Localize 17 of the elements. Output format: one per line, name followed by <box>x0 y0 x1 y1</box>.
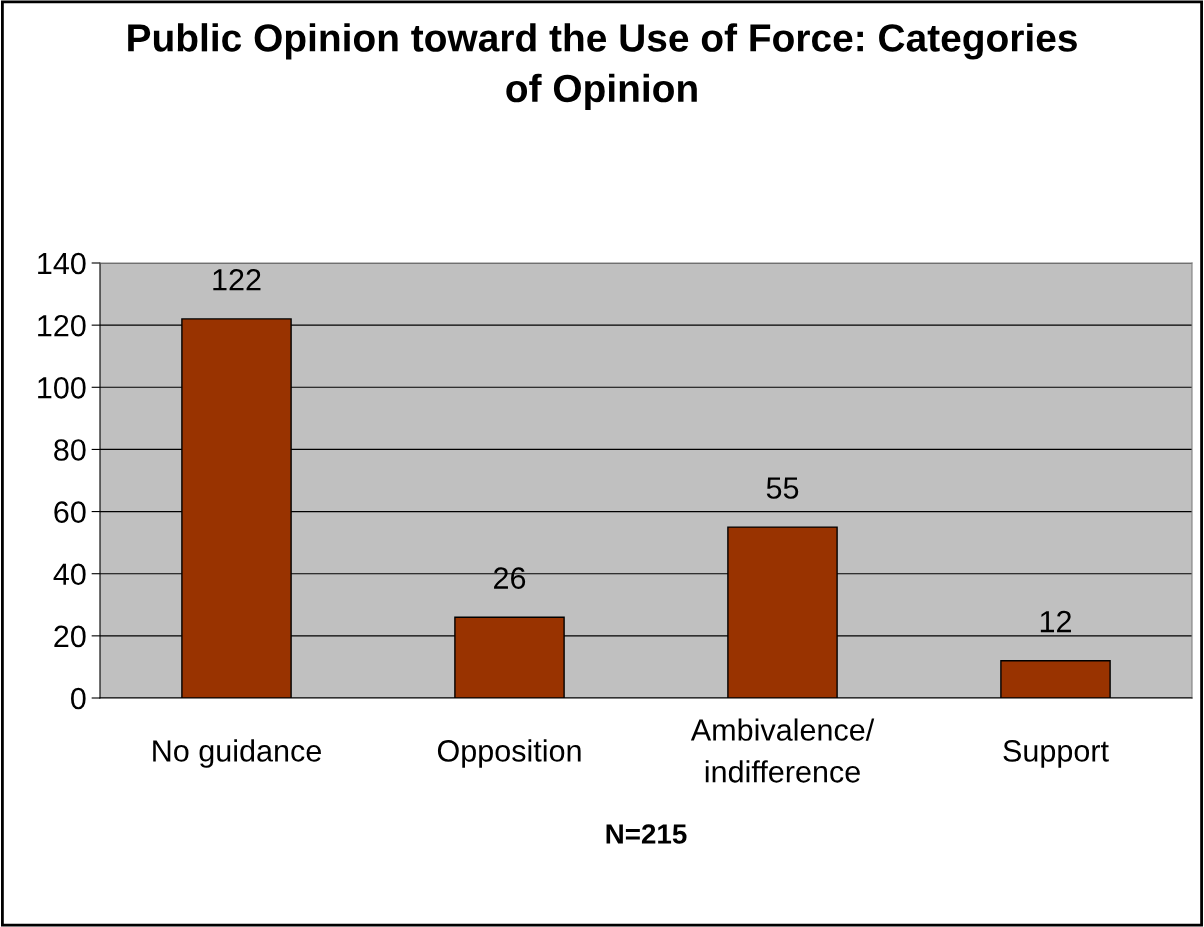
chart-title: Public Opinion toward the Use of Force: Categories of Opinion <box>128 23 1077 110</box>
data-label: 12 <box>1040 610 1071 633</box>
x-tick-label: No guidance <box>153 739 321 768</box>
x-tick-label: Support <box>1003 740 1109 768</box>
x-tick-label: Ambivalence/ indifference <box>690 718 875 783</box>
x-axis-title: N=215 <box>606 824 687 844</box>
y-tick-label: 40 <box>53 563 86 586</box>
y-tick-label: 120 <box>38 314 86 337</box>
y-tick-label: 100 <box>38 377 86 399</box>
y-tick-label: 20 <box>54 625 86 648</box>
data-label: 55 <box>766 477 799 499</box>
y-tick-label: 140 <box>38 252 86 275</box>
x-tick-label: Opposition <box>437 739 581 768</box>
y-tick-label: 0 <box>71 687 86 710</box>
y-tick-label: 80 <box>54 439 86 461</box>
data-label: 122 <box>213 269 261 291</box>
y-tick-label: 60 <box>54 501 86 523</box>
